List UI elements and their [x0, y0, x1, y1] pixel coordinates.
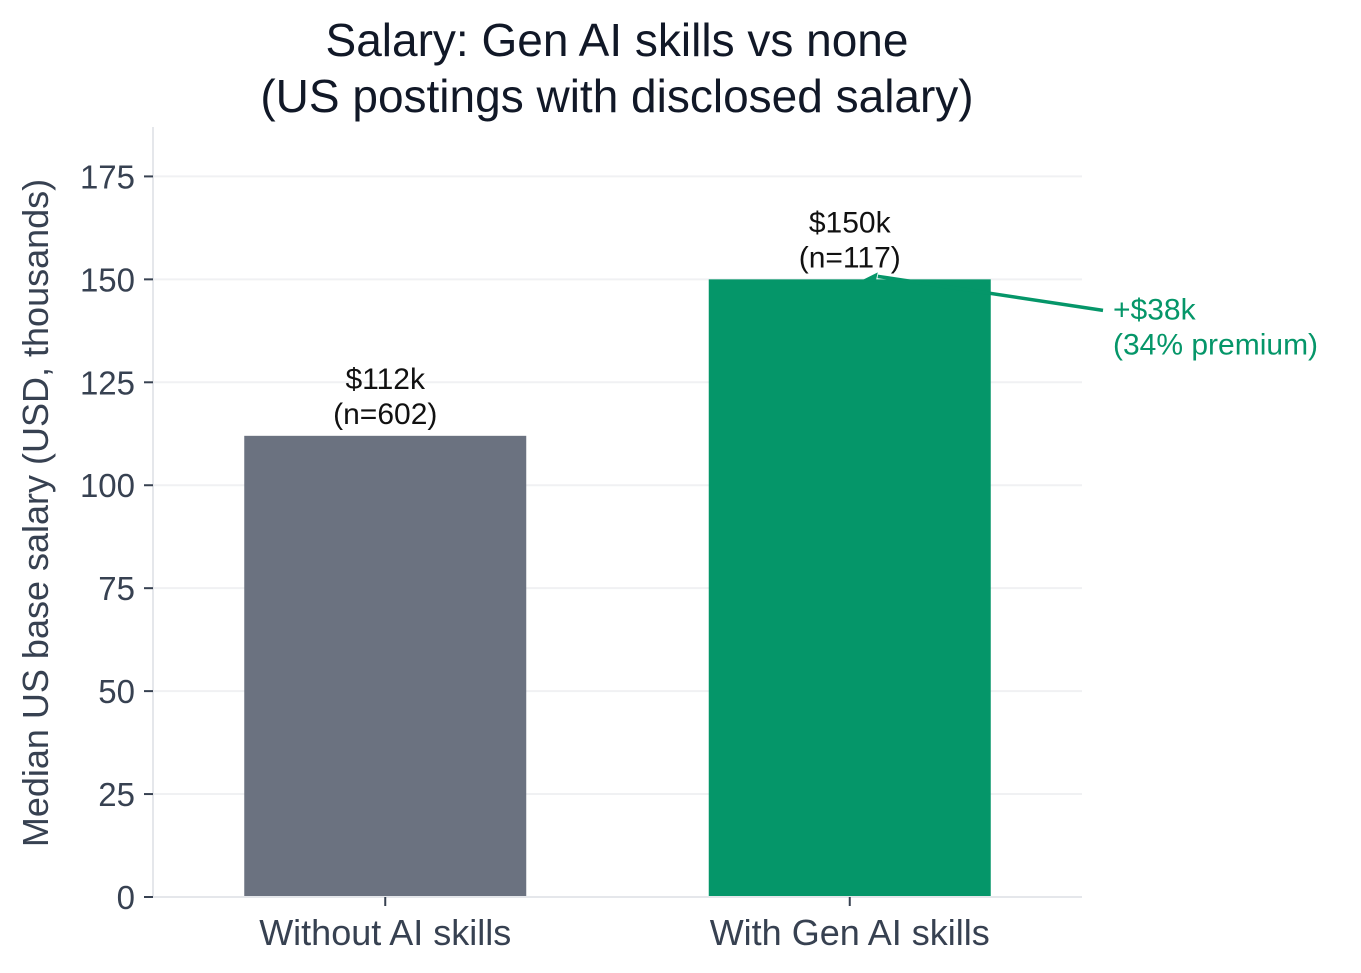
axes: 0 25 50 75 100 125 150 175 Without AI skills With…: [80, 127, 1082, 953]
bars: [244, 279, 991, 898]
data-label-n-1: (n=117): [799, 241, 901, 274]
x-tick-label-0: Without AI skills: [259, 912, 511, 953]
y-tick-label-75: 75: [98, 570, 135, 607]
bar-with-gen-ai-skills: [708, 279, 991, 898]
x-tick-label-1: With Gen AI skills: [710, 912, 990, 953]
annotation-premium: (34% premium): [1113, 328, 1318, 361]
y-tick-label-25: 25: [98, 776, 135, 813]
chart-title: Salary: Gen AI skills vs none (US postin…: [260, 14, 973, 122]
bar-without-ai-skills: [244, 435, 527, 897]
y-tick-label-100: 100: [80, 467, 135, 504]
chart-title-line-2: (US postings with disclosed salary): [260, 70, 973, 122]
y-tick-label-0: 0: [117, 879, 135, 916]
y-tick-label-50: 50: [98, 673, 135, 710]
chart-title-line-1: Salary: Gen AI skills vs none: [326, 14, 909, 66]
data-label-n-0: (n=602): [333, 398, 437, 431]
y-tick-label-150: 150: [80, 261, 135, 298]
annotation-arrow: [877, 274, 1104, 313]
annotation-arrowhead: [859, 272, 878, 282]
data-label-value-0: $112k: [345, 363, 426, 396]
data-labels: $112k(n=602) $150k(n=117): [333, 206, 901, 430]
premium-annotation: +$38k(34% premium): [859, 272, 1318, 361]
y-tick-label-125: 125: [80, 364, 135, 401]
y-tick-label-175: 175: [80, 158, 135, 195]
data-label-value-1: $150k: [809, 206, 892, 239]
annotation-difference: +$38k: [1113, 293, 1197, 326]
y-axis-label: Median US base salary (USD, thousands): [15, 179, 56, 847]
